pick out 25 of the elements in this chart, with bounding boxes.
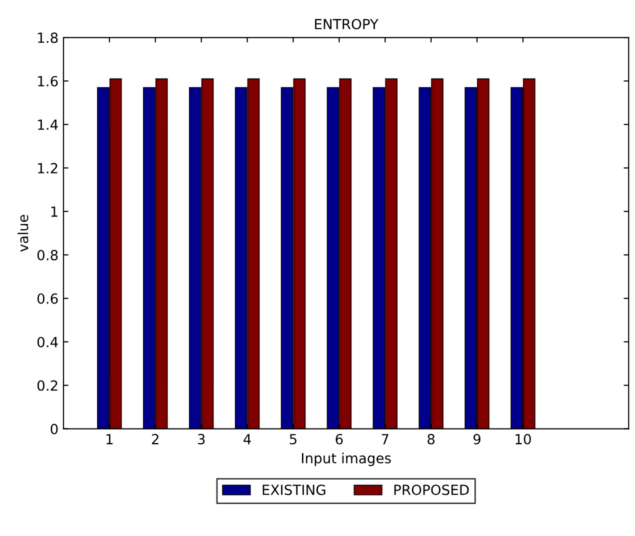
x-tick-label: 10 <box>516 434 531 444</box>
y-tick-label: 1.8 <box>38 32 58 43</box>
x-tick-label: 3 <box>198 434 205 444</box>
x-tick-label: 9 <box>473 434 480 444</box>
legend-label: PROPOSED <box>394 484 469 496</box>
y-tick-label: 0.8 <box>37 250 58 260</box>
y-tick-label: 1.2 <box>38 162 58 174</box>
x-tick-label: 6 <box>336 434 343 444</box>
legend-label: EXISTING <box>262 484 326 496</box>
y-tick-label: 0 <box>50 424 58 434</box>
x-tick-label: 2 <box>152 434 158 444</box>
x-tick-label: 4 <box>244 434 251 444</box>
x-tick-label: 7 <box>382 434 388 444</box>
y-tick-label: 1.4 <box>38 120 58 130</box>
y-tick-label: 1.6 <box>38 76 58 86</box>
y-tick-label: 1 <box>51 206 58 217</box>
y-tick-label: 0.6 <box>37 293 58 304</box>
x-axis-title: Input images <box>302 452 391 466</box>
y-tick-label: 0.2 <box>37 380 58 391</box>
x-tick-label: 1 <box>106 434 113 444</box>
y-axis-title: value <box>18 214 28 252</box>
x-tick-label: 5 <box>290 434 296 444</box>
chart-title: ENTROPY <box>315 18 378 30</box>
y-tick-label: 0.4 <box>37 336 58 348</box>
x-tick-label: 8 <box>428 434 435 444</box>
